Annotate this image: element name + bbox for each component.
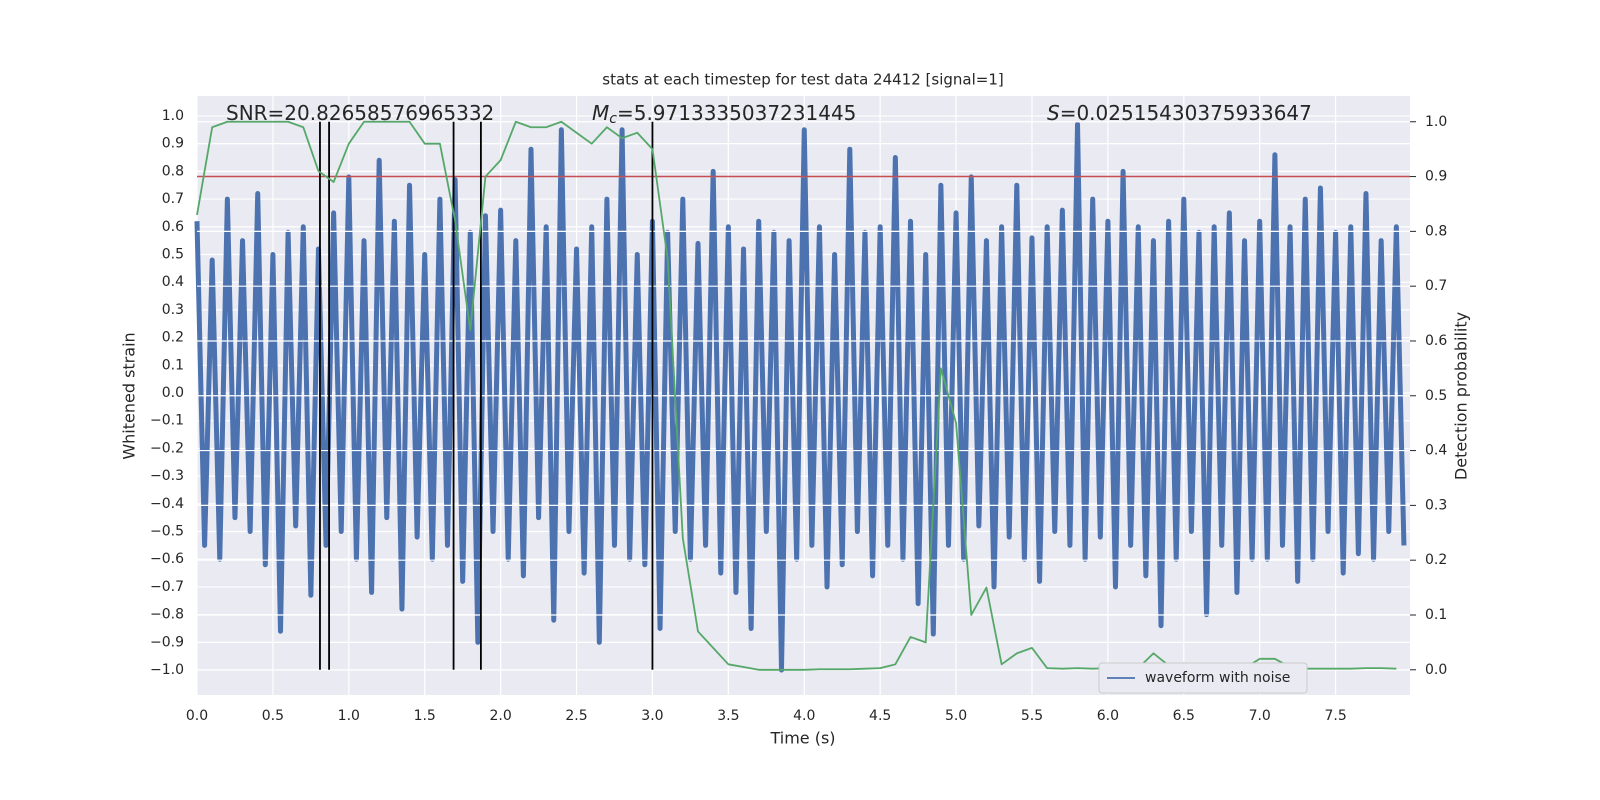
x-tick-label: 3.5 <box>717 708 739 724</box>
over-layer <box>196 120 1410 671</box>
x-tick-label: 5.5 <box>1021 708 1043 724</box>
y2-tick-label: 0.5 <box>1425 388 1447 404</box>
x-tick-label: 4.5 <box>869 708 891 724</box>
y2-tick-label: 0.9 <box>1425 169 1447 185</box>
annotation: S=0.02515430375933647 <box>1047 101 1312 125</box>
y2-tick-label: 0.7 <box>1425 278 1447 294</box>
x-tick-label: 7.0 <box>1249 708 1271 724</box>
y-tick-label: 0.1 <box>162 357 184 373</box>
x-tick-label: 1.0 <box>338 708 360 724</box>
y2-tick-label: 0.1 <box>1425 607 1447 623</box>
y-tick-label: 0.2 <box>162 330 184 346</box>
y-tick-label: −0.3 <box>150 468 184 484</box>
y-tick-label: −0.6 <box>150 551 184 567</box>
x-tick-label: 5.0 <box>945 708 967 724</box>
y-tick-label: 1.0 <box>162 108 184 124</box>
y2-tick-label: 0.8 <box>1425 223 1447 239</box>
y2-tick-label: 1.0 <box>1425 114 1447 130</box>
waveform-line <box>194 121 1407 673</box>
x-tick-label: 1.5 <box>414 708 436 724</box>
y-tick-label: −0.1 <box>150 413 184 429</box>
x-tick-label: 6.5 <box>1173 708 1195 724</box>
y2-tick-label: 0.4 <box>1425 443 1447 459</box>
y-tick-label: 0.3 <box>162 302 184 318</box>
y-tick-label: −0.4 <box>150 496 184 512</box>
x-axis-label: Time (s) <box>769 729 835 748</box>
x-tick-label: 2.0 <box>489 708 511 724</box>
y-tick-label: 0.4 <box>162 274 184 290</box>
y-tick-label: −1.0 <box>150 662 184 678</box>
x-tick-label: 3.0 <box>641 708 663 724</box>
annotation-text: =5.9713335037231445 <box>617 101 856 125</box>
y-tick-label: 0.9 <box>162 136 184 152</box>
y-tick-label: 0.8 <box>162 163 184 179</box>
y-tick-label: −0.7 <box>150 579 184 595</box>
x-tick-label: 0.0 <box>186 708 208 724</box>
y2-tick-label: 0.6 <box>1425 333 1447 349</box>
y-axis-label: Whitened strain <box>120 332 139 459</box>
legend-label: waveform with noise <box>1145 670 1290 686</box>
y-tick-label: 0.0 <box>162 385 184 401</box>
y-tick-label: 0.6 <box>162 219 184 235</box>
y2-axis-label: Detection probability <box>1452 312 1471 480</box>
chart-title: stats at each timestep for test data 244… <box>602 71 1003 89</box>
y-tick-label: −0.5 <box>150 524 184 540</box>
annotation-text: SNR=20.82658576965332 <box>226 101 494 125</box>
legend-box <box>1098 662 1308 694</box>
y-tick-label: 0.7 <box>162 191 184 207</box>
annotation-text: =0.02515430375933647 <box>1060 101 1312 125</box>
annotation-subscript: c <box>609 111 617 127</box>
x-tick-label: 4.0 <box>793 708 815 724</box>
y-tick-label: 0.5 <box>162 246 184 262</box>
y2-tick-label: 0.0 <box>1425 662 1447 678</box>
y-tick-label: −0.2 <box>150 440 184 456</box>
annotation-symbol: S <box>1047 101 1060 125</box>
y-tick-label: −0.8 <box>150 607 184 623</box>
x-tick-label: 2.5 <box>565 708 587 724</box>
annotation: SNR=20.82658576965332 <box>226 101 494 125</box>
y2-tick-label: 0.3 <box>1425 497 1447 513</box>
annotation-symbol: M <box>592 101 609 125</box>
x-tick-label: 0.5 <box>262 708 284 724</box>
y2-tick-label: 0.2 <box>1425 552 1447 568</box>
y-tick-label: −0.9 <box>150 634 184 650</box>
x-tick-label: 7.5 <box>1324 708 1346 724</box>
x-tick-label: 6.0 <box>1097 708 1119 724</box>
annotation: Mc=5.9713335037231445 <box>592 101 856 128</box>
